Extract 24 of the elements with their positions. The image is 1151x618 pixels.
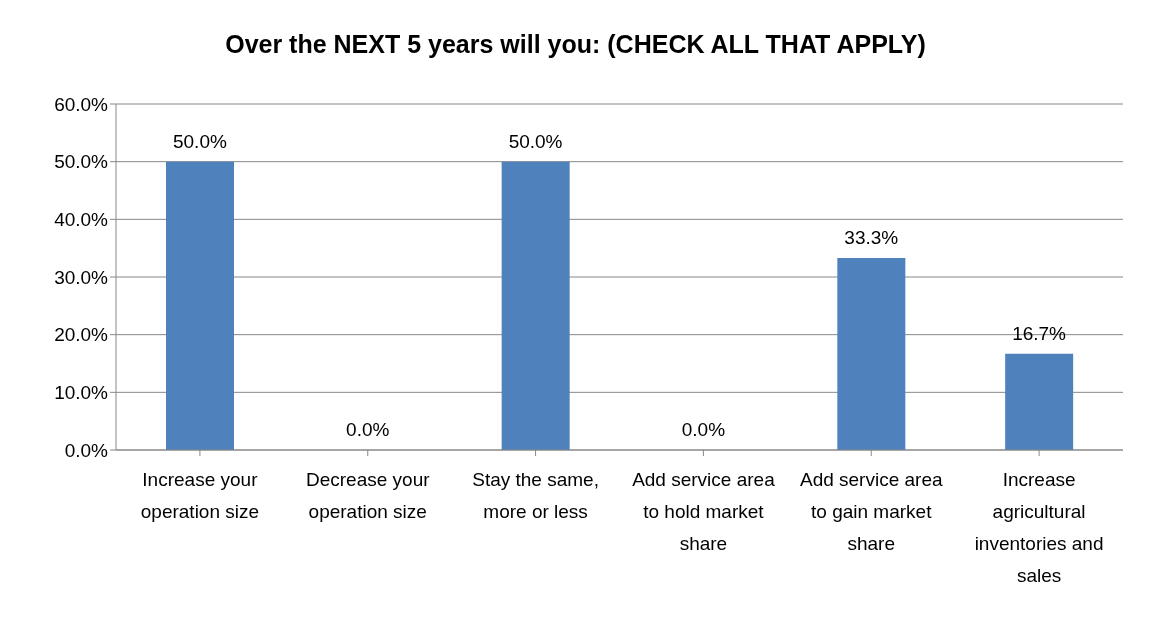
y-tick-label: 30.0% [54,266,109,288]
bar [501,161,570,450]
x-tick-label: Add service area to hold market share [632,469,776,554]
data-label: 33.3% [844,226,899,248]
y-tick-label: 50.0% [54,151,109,173]
y-tick-label: 20.0% [54,324,109,346]
data-label: 0.0% [346,419,390,440]
x-tick-label: Increase agricultural inventories and sales [974,469,1104,586]
chart-title: Over the NEXT 5 years will you: (CHECK ALL THAT APPLY) [224,30,927,59]
y-tick-label: 0.0% [64,439,109,461]
bar [166,161,234,450]
x-tick-label: Decrease your operation size [305,469,431,522]
bar [837,257,906,450]
y-tick-label: 10.0% [54,382,109,404]
x-tick-label: Increase your operation size [140,469,260,522]
data-label: 50.0% [172,130,227,152]
data-label: 16.7% [1012,322,1067,344]
y-tick-label: 40.0% [54,209,109,231]
x-tick-label: Add service area to gain market share [799,469,943,554]
y-tick-label: 60.0% [54,93,109,115]
data-label: 50.0% [508,130,563,152]
x-tick-label: Stay the same, more or less [472,469,599,522]
data-label: 0.0% [681,419,726,440]
bar [1005,353,1074,450]
